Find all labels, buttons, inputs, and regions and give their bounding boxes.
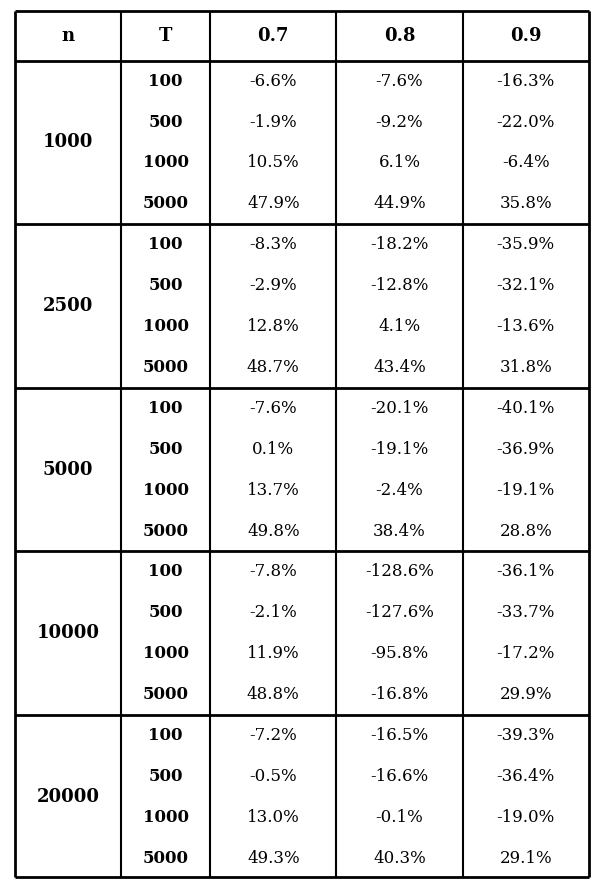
- Text: 5000: 5000: [143, 850, 188, 867]
- Text: 49.3%: 49.3%: [247, 850, 300, 867]
- Text: 5000: 5000: [143, 522, 188, 540]
- Text: -36.9%: -36.9%: [496, 440, 555, 457]
- Text: 11.9%: 11.9%: [247, 646, 300, 662]
- Text: 4.1%: 4.1%: [379, 318, 420, 335]
- Text: -17.2%: -17.2%: [496, 646, 555, 662]
- Text: -13.6%: -13.6%: [496, 318, 555, 335]
- Text: -33.7%: -33.7%: [496, 605, 555, 622]
- Text: -16.5%: -16.5%: [370, 727, 429, 744]
- Text: 48.8%: 48.8%: [247, 686, 300, 703]
- Text: 100: 100: [149, 727, 183, 744]
- Text: -18.2%: -18.2%: [370, 236, 429, 253]
- Text: n: n: [62, 27, 75, 44]
- Text: 43.4%: 43.4%: [373, 359, 426, 376]
- Text: -19.0%: -19.0%: [496, 809, 555, 826]
- Text: 1000: 1000: [43, 133, 94, 152]
- Text: 47.9%: 47.9%: [247, 195, 300, 212]
- Text: -36.4%: -36.4%: [496, 768, 555, 785]
- Text: -0.5%: -0.5%: [249, 768, 297, 785]
- Text: 10000: 10000: [37, 624, 100, 642]
- Text: -40.1%: -40.1%: [496, 400, 555, 416]
- Text: -16.3%: -16.3%: [496, 73, 555, 90]
- Text: 12.8%: 12.8%: [247, 318, 300, 335]
- Text: 100: 100: [149, 236, 183, 253]
- Text: 44.9%: 44.9%: [373, 195, 426, 212]
- Text: -9.2%: -9.2%: [376, 114, 423, 131]
- Text: 13.7%: 13.7%: [247, 481, 300, 498]
- Text: 0.8: 0.8: [384, 27, 416, 44]
- Text: -1.9%: -1.9%: [249, 114, 297, 131]
- Text: 500: 500: [149, 768, 183, 785]
- Text: 6.1%: 6.1%: [379, 155, 420, 171]
- Text: 5000: 5000: [143, 359, 188, 376]
- Text: 49.8%: 49.8%: [247, 522, 300, 540]
- Text: 35.8%: 35.8%: [500, 195, 552, 212]
- Text: -0.1%: -0.1%: [376, 809, 423, 826]
- Text: 1000: 1000: [143, 809, 188, 826]
- Text: -2.4%: -2.4%: [376, 481, 423, 498]
- Text: -128.6%: -128.6%: [365, 563, 434, 581]
- Text: -95.8%: -95.8%: [370, 646, 429, 662]
- Text: -35.9%: -35.9%: [496, 236, 555, 253]
- Text: 1000: 1000: [143, 646, 188, 662]
- Text: -7.2%: -7.2%: [249, 727, 297, 744]
- Text: -6.6%: -6.6%: [249, 73, 297, 90]
- Text: 5000: 5000: [43, 461, 94, 479]
- Text: 100: 100: [149, 73, 183, 90]
- Text: -32.1%: -32.1%: [496, 277, 555, 294]
- Text: 0.1%: 0.1%: [252, 440, 294, 457]
- Text: -2.1%: -2.1%: [249, 605, 297, 622]
- Text: 500: 500: [149, 440, 183, 457]
- Text: -16.8%: -16.8%: [370, 686, 429, 703]
- Text: 0.9: 0.9: [510, 27, 542, 44]
- Text: 31.8%: 31.8%: [500, 359, 552, 376]
- Text: 1000: 1000: [143, 481, 188, 498]
- Text: -12.8%: -12.8%: [370, 277, 429, 294]
- Text: 10.5%: 10.5%: [247, 155, 300, 171]
- Text: -7.6%: -7.6%: [376, 73, 423, 90]
- Text: T: T: [159, 27, 172, 44]
- Text: 2500: 2500: [43, 297, 94, 315]
- Text: 1000: 1000: [143, 155, 188, 171]
- Text: -7.6%: -7.6%: [249, 400, 297, 416]
- Text: 20000: 20000: [37, 788, 100, 805]
- Text: 0.7: 0.7: [257, 27, 289, 44]
- Text: 13.0%: 13.0%: [247, 809, 300, 826]
- Text: 5000: 5000: [143, 686, 188, 703]
- Text: -39.3%: -39.3%: [496, 727, 555, 744]
- Text: -36.1%: -36.1%: [496, 563, 555, 581]
- Text: 500: 500: [149, 277, 183, 294]
- Text: 500: 500: [149, 114, 183, 131]
- Text: -16.6%: -16.6%: [370, 768, 429, 785]
- Text: 100: 100: [149, 563, 183, 581]
- Text: 29.1%: 29.1%: [500, 850, 552, 867]
- Text: 29.9%: 29.9%: [500, 686, 552, 703]
- Text: -6.4%: -6.4%: [502, 155, 550, 171]
- Text: 40.3%: 40.3%: [373, 850, 426, 867]
- Text: -19.1%: -19.1%: [496, 481, 555, 498]
- Text: 38.4%: 38.4%: [373, 522, 426, 540]
- Text: 100: 100: [149, 400, 183, 416]
- Text: -8.3%: -8.3%: [249, 236, 297, 253]
- Text: 5000: 5000: [143, 195, 188, 212]
- Text: -2.9%: -2.9%: [249, 277, 297, 294]
- Text: -7.8%: -7.8%: [249, 563, 297, 581]
- Text: 1000: 1000: [143, 318, 188, 335]
- Text: -127.6%: -127.6%: [365, 605, 434, 622]
- Text: -19.1%: -19.1%: [370, 440, 429, 457]
- Text: -20.1%: -20.1%: [370, 400, 429, 416]
- Text: 48.7%: 48.7%: [247, 359, 300, 376]
- Text: -22.0%: -22.0%: [496, 114, 555, 131]
- Text: 28.8%: 28.8%: [500, 522, 552, 540]
- Text: 500: 500: [149, 605, 183, 622]
